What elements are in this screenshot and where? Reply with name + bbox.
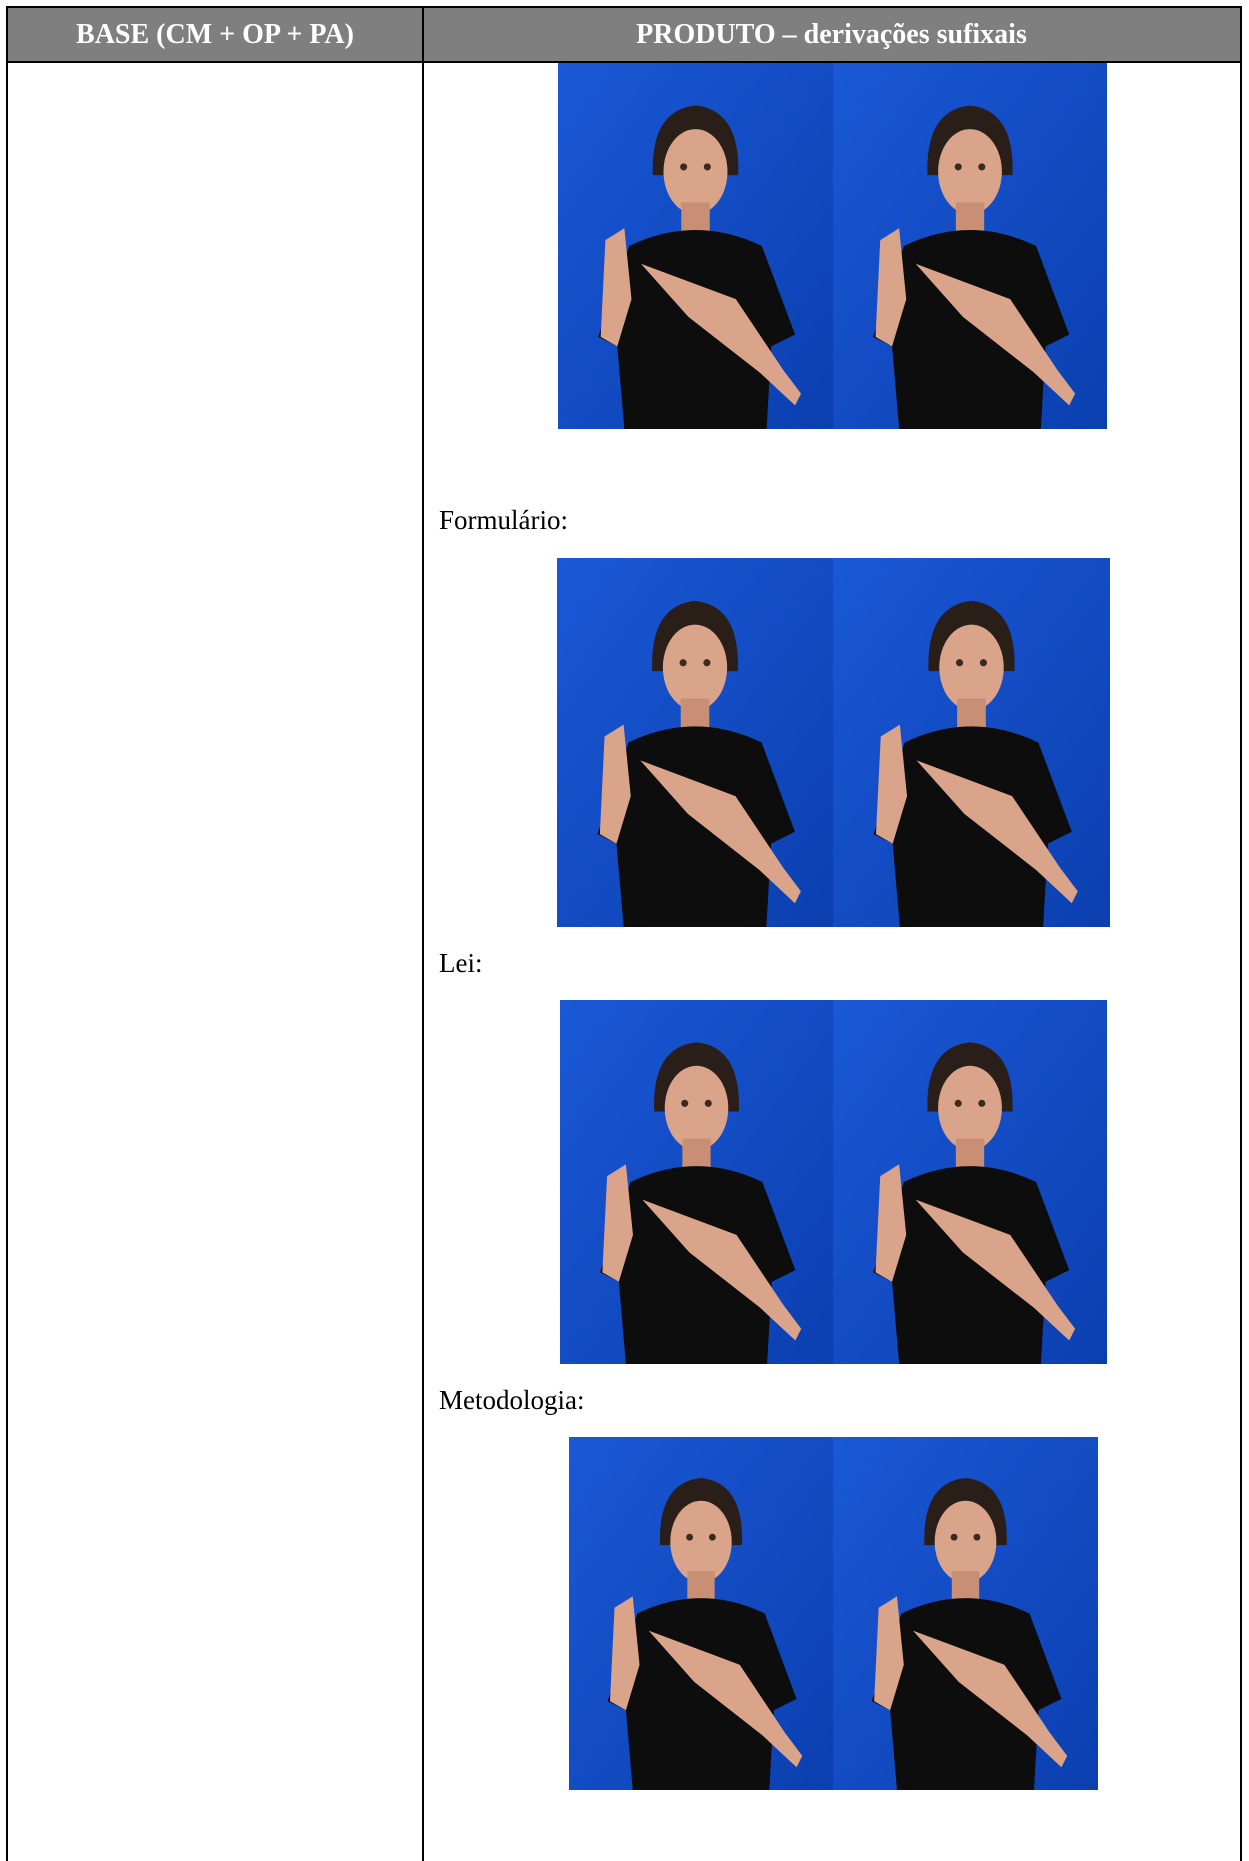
border (422, 6, 424, 1861)
photo-pair (560, 1000, 1107, 1364)
photo-pair (569, 1437, 1098, 1790)
photo (560, 1000, 833, 1364)
label: Lei: (439, 948, 483, 978)
photo (557, 558, 833, 927)
photo (833, 558, 1110, 927)
header-cell: BASE (CM + OP + PA) (7, 7, 423, 62)
border (7, 6, 1242, 8)
photo (833, 1437, 1098, 1790)
border (1240, 6, 1242, 1861)
photo (569, 1437, 833, 1790)
header-cell: PRODUTO – derivações sufixais (423, 7, 1240, 62)
photo-pair (558, 63, 1107, 429)
photo (833, 1000, 1107, 1364)
label: Metodologia: (439, 1385, 585, 1415)
photo (833, 63, 1107, 429)
border (6, 6, 8, 1861)
label: Formulário: (439, 505, 568, 535)
border (7, 61, 1242, 63)
photo-pair (557, 558, 1110, 927)
photo (558, 63, 833, 429)
